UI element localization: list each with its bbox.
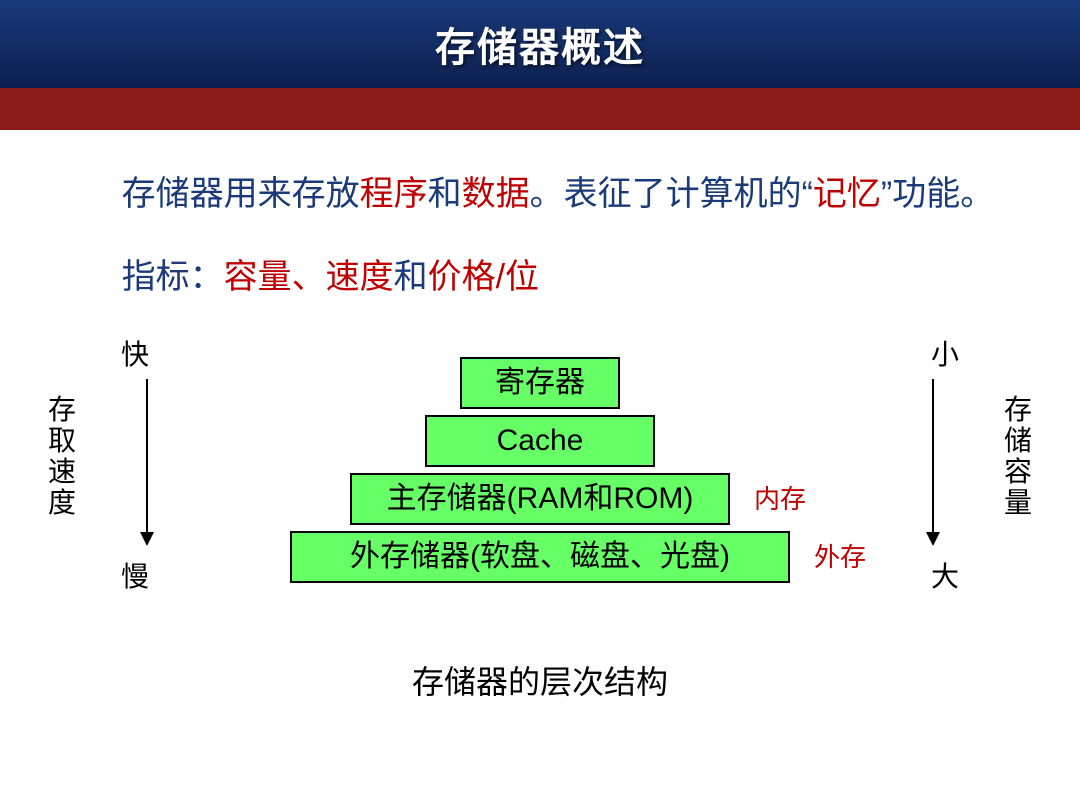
p1-seg1: 存储器用来存放 <box>122 175 360 213</box>
pyramid-annotation-3: 外存 <box>814 544 866 570</box>
pyramid-level-2: 主存储器(RAM和ROM)内存 <box>350 473 730 525</box>
right-arrow-wrap <box>885 379 981 549</box>
content-area: 存储器用来存放程序和数据。表征了计算机的“记忆”功能。 指标：容量、速度和价格/… <box>0 130 1080 673</box>
paragraph-1: 存储器用来存放程序和数据。表征了计算机的“记忆”功能。 <box>40 170 1040 219</box>
right-axis: 小 大 存储容量 <box>885 333 1005 613</box>
p1-seg5: 。表征了计算机的“ <box>530 175 813 213</box>
left-axis-bottom-label: 慢 <box>75 555 195 595</box>
slide-title: 存储器概述 <box>435 15 645 73</box>
left-arrow-wrap <box>99 379 195 549</box>
p1-seg4: 数据 <box>462 175 530 213</box>
arrow-down-icon <box>932 379 934 544</box>
right-axis-top-label: 小 <box>885 333 1005 373</box>
p1-seg3: 和 <box>428 175 462 213</box>
p2-seg3: 和 <box>394 258 428 296</box>
arrow-down-icon <box>146 379 148 544</box>
pyramid-level-1: Cache <box>425 415 655 467</box>
left-axis-side-label: 存取速度 <box>47 395 77 518</box>
pyramid-annotation-2: 内存 <box>754 486 806 512</box>
diagram-caption: 存储器的层次结构 <box>412 657 668 703</box>
diagram-area: 快 慢 存取速度 寄存器 Cache 主存储器(RAM和ROM)内存外存储器(软盘、… <box>40 333 1040 673</box>
pyramid-level-3: 外存储器(软盘、磁盘、光盘)外存 <box>290 531 790 583</box>
p2-seg4: 价格/位 <box>428 258 539 296</box>
right-axis-bottom-label: 大 <box>885 555 1005 595</box>
p1-seg6: 记忆 <box>813 175 881 213</box>
header-red-bar <box>0 88 1080 130</box>
p1-seg7: ”功能。 <box>881 175 994 213</box>
right-axis-side-label: 存储容量 <box>1003 395 1033 518</box>
left-axis-top-label: 快 <box>75 333 195 373</box>
paragraph-2: 指标：容量、速度和价格/位 <box>40 249 1040 298</box>
p2-seg1: 指标： <box>122 258 224 296</box>
p1-seg2: 程序 <box>360 175 428 213</box>
left-axis: 快 慢 存取速度 <box>75 333 195 613</box>
header-blue-bar: 存储器概述 <box>0 0 1080 88</box>
p2-seg2: 容量、速度 <box>224 258 394 296</box>
pyramid-level-0: 寄存器 <box>460 357 620 409</box>
memory-hierarchy-pyramid: 寄存器 Cache 主存储器(RAM和ROM)内存外存储器(软盘、磁盘、光盘)外存 <box>290 357 790 589</box>
